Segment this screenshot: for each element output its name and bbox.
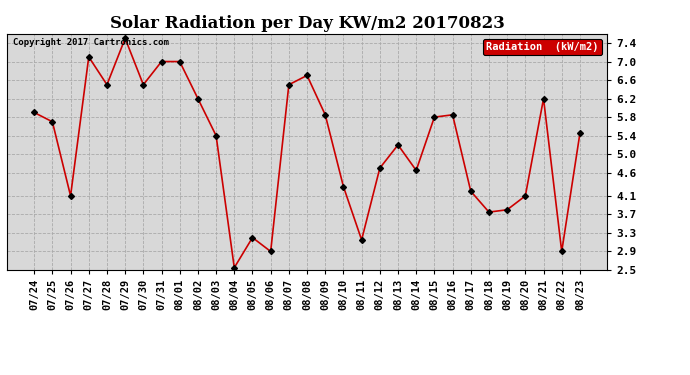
Text: Copyright 2017 Cartronics.com: Copyright 2017 Cartronics.com: [13, 39, 169, 48]
Legend: Radiation  (kW/m2): Radiation (kW/m2): [483, 39, 602, 55]
Title: Solar Radiation per Day KW/m2 20170823: Solar Radiation per Day KW/m2 20170823: [110, 15, 504, 32]
